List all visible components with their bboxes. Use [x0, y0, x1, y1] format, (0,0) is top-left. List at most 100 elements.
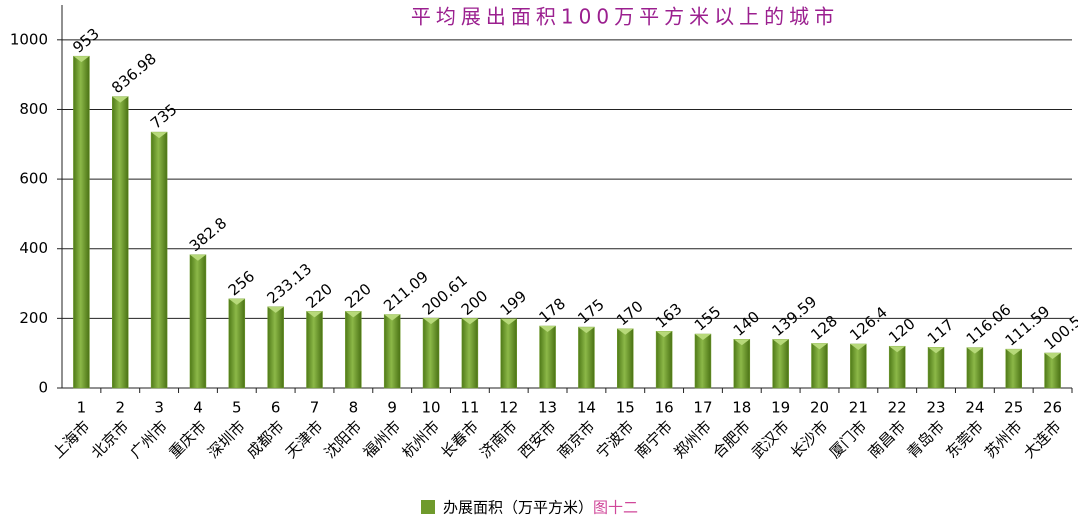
bar-cap: [461, 318, 478, 325]
x-tick-number: 18: [732, 399, 751, 417]
data-label: 256: [225, 267, 259, 299]
data-label: 220: [341, 280, 375, 312]
data-label: 140: [730, 308, 764, 340]
bar: [267, 306, 284, 389]
data-label: 836.98: [108, 50, 160, 98]
y-tick-label: 1000: [10, 30, 48, 48]
data-label: 178: [535, 294, 569, 326]
bar: [189, 254, 207, 389]
data-label: 735: [147, 100, 181, 132]
legend-swatch: [421, 500, 435, 514]
x-tick-label: 沈阳市: [321, 417, 366, 462]
bar-cap: [112, 96, 129, 103]
bar: [73, 55, 90, 389]
bar: [888, 345, 906, 389]
x-tick-label: 北京市: [88, 417, 133, 462]
x-tick-label: 厦门市: [826, 417, 871, 462]
x-tick-label: 大连市: [1020, 417, 1065, 462]
data-label: 199: [497, 287, 531, 319]
bar: [578, 326, 595, 389]
bar: [112, 96, 129, 389]
bar: [927, 347, 945, 389]
annotation: 图十二: [593, 499, 638, 517]
bar-cap: [966, 347, 983, 354]
bar: [500, 318, 517, 389]
x-tick-number: 17: [693, 399, 712, 417]
bar: [306, 311, 323, 389]
bar-cap: [1044, 353, 1061, 360]
data-label: 220: [302, 280, 336, 312]
x-tick-label: 杭州市: [398, 417, 443, 462]
x-tick-label: 郑州市: [670, 417, 715, 462]
bar-cap: [345, 311, 362, 318]
x-tick-number: 15: [616, 399, 635, 417]
x-tick-label: 南京市: [554, 417, 599, 462]
bar: [850, 343, 867, 389]
x-tick-label: 武汉市: [748, 417, 793, 462]
bar-cap: [733, 339, 750, 346]
x-tick-number: 10: [421, 399, 440, 417]
x-tick-label: 合肥市: [709, 417, 754, 462]
x-tick-label: 南宁市: [632, 417, 677, 462]
x-tick-label: 西安市: [515, 417, 560, 462]
y-tick-label: 400: [19, 239, 48, 257]
data-label: 126.4: [846, 303, 890, 344]
x-tick-label: 广州市: [127, 417, 172, 462]
x-tick-label: 南昌市: [865, 417, 910, 462]
x-tick-number: 20: [810, 399, 829, 417]
bar-cap: [384, 314, 401, 321]
data-label: 117: [924, 316, 958, 348]
bar-cap: [228, 298, 245, 305]
data-label: 120: [885, 315, 919, 347]
bar-cap: [578, 327, 595, 334]
x-tick-label: 东莞市: [942, 417, 987, 462]
bar-cap: [500, 318, 517, 325]
bar: [966, 347, 984, 389]
bar-cap: [1005, 349, 1022, 356]
x-tick-label: 福州市: [360, 417, 405, 462]
x-tick-label: 济南市: [476, 417, 521, 462]
bar-cap: [267, 306, 284, 313]
x-tick-label: 宁波市: [593, 417, 638, 462]
bar: [694, 333, 712, 389]
x-tick-number: 22: [888, 399, 907, 417]
x-tick-number: 24: [965, 399, 984, 417]
x-tick-number: 9: [387, 399, 397, 417]
x-tick-number: 8: [349, 399, 359, 417]
bar: [617, 328, 634, 389]
bar: [811, 343, 828, 389]
bar: [733, 339, 751, 389]
legend-label: 办展面积（万平方米）: [443, 499, 593, 517]
x-tick-number: 6: [271, 399, 281, 417]
x-tick-number: 19: [771, 399, 790, 417]
x-tick-number: 1: [77, 399, 87, 417]
bar-cap: [928, 347, 945, 354]
x-tick-label: 成都市: [243, 417, 288, 462]
x-tick-label: 深圳市: [204, 417, 249, 462]
y-tick-label: 200: [19, 309, 48, 327]
bar: [655, 330, 673, 389]
y-tick-label: 600: [19, 170, 48, 188]
data-label: 128: [807, 312, 841, 344]
y-tick-label: 800: [19, 100, 48, 118]
bar: [539, 325, 556, 389]
bar: [150, 131, 168, 389]
x-tick-label: 长沙市: [787, 417, 832, 462]
x-tick-number: 21: [849, 399, 868, 417]
bar: [772, 339, 789, 389]
x-tick-number: 14: [577, 399, 596, 417]
x-tick-number: 5: [232, 399, 242, 417]
bar-cap: [306, 311, 323, 318]
bar: [461, 318, 479, 389]
x-tick-number: 25: [1004, 399, 1023, 417]
x-tick-number: 23: [926, 399, 945, 417]
bar-cap: [617, 328, 634, 335]
x-tick-label: 长春市: [437, 417, 482, 462]
y-tick-label: 0: [38, 379, 48, 397]
bar-cap: [189, 254, 206, 261]
bar-cap: [73, 56, 90, 63]
bar: [228, 298, 246, 389]
bar-cap: [811, 343, 828, 350]
